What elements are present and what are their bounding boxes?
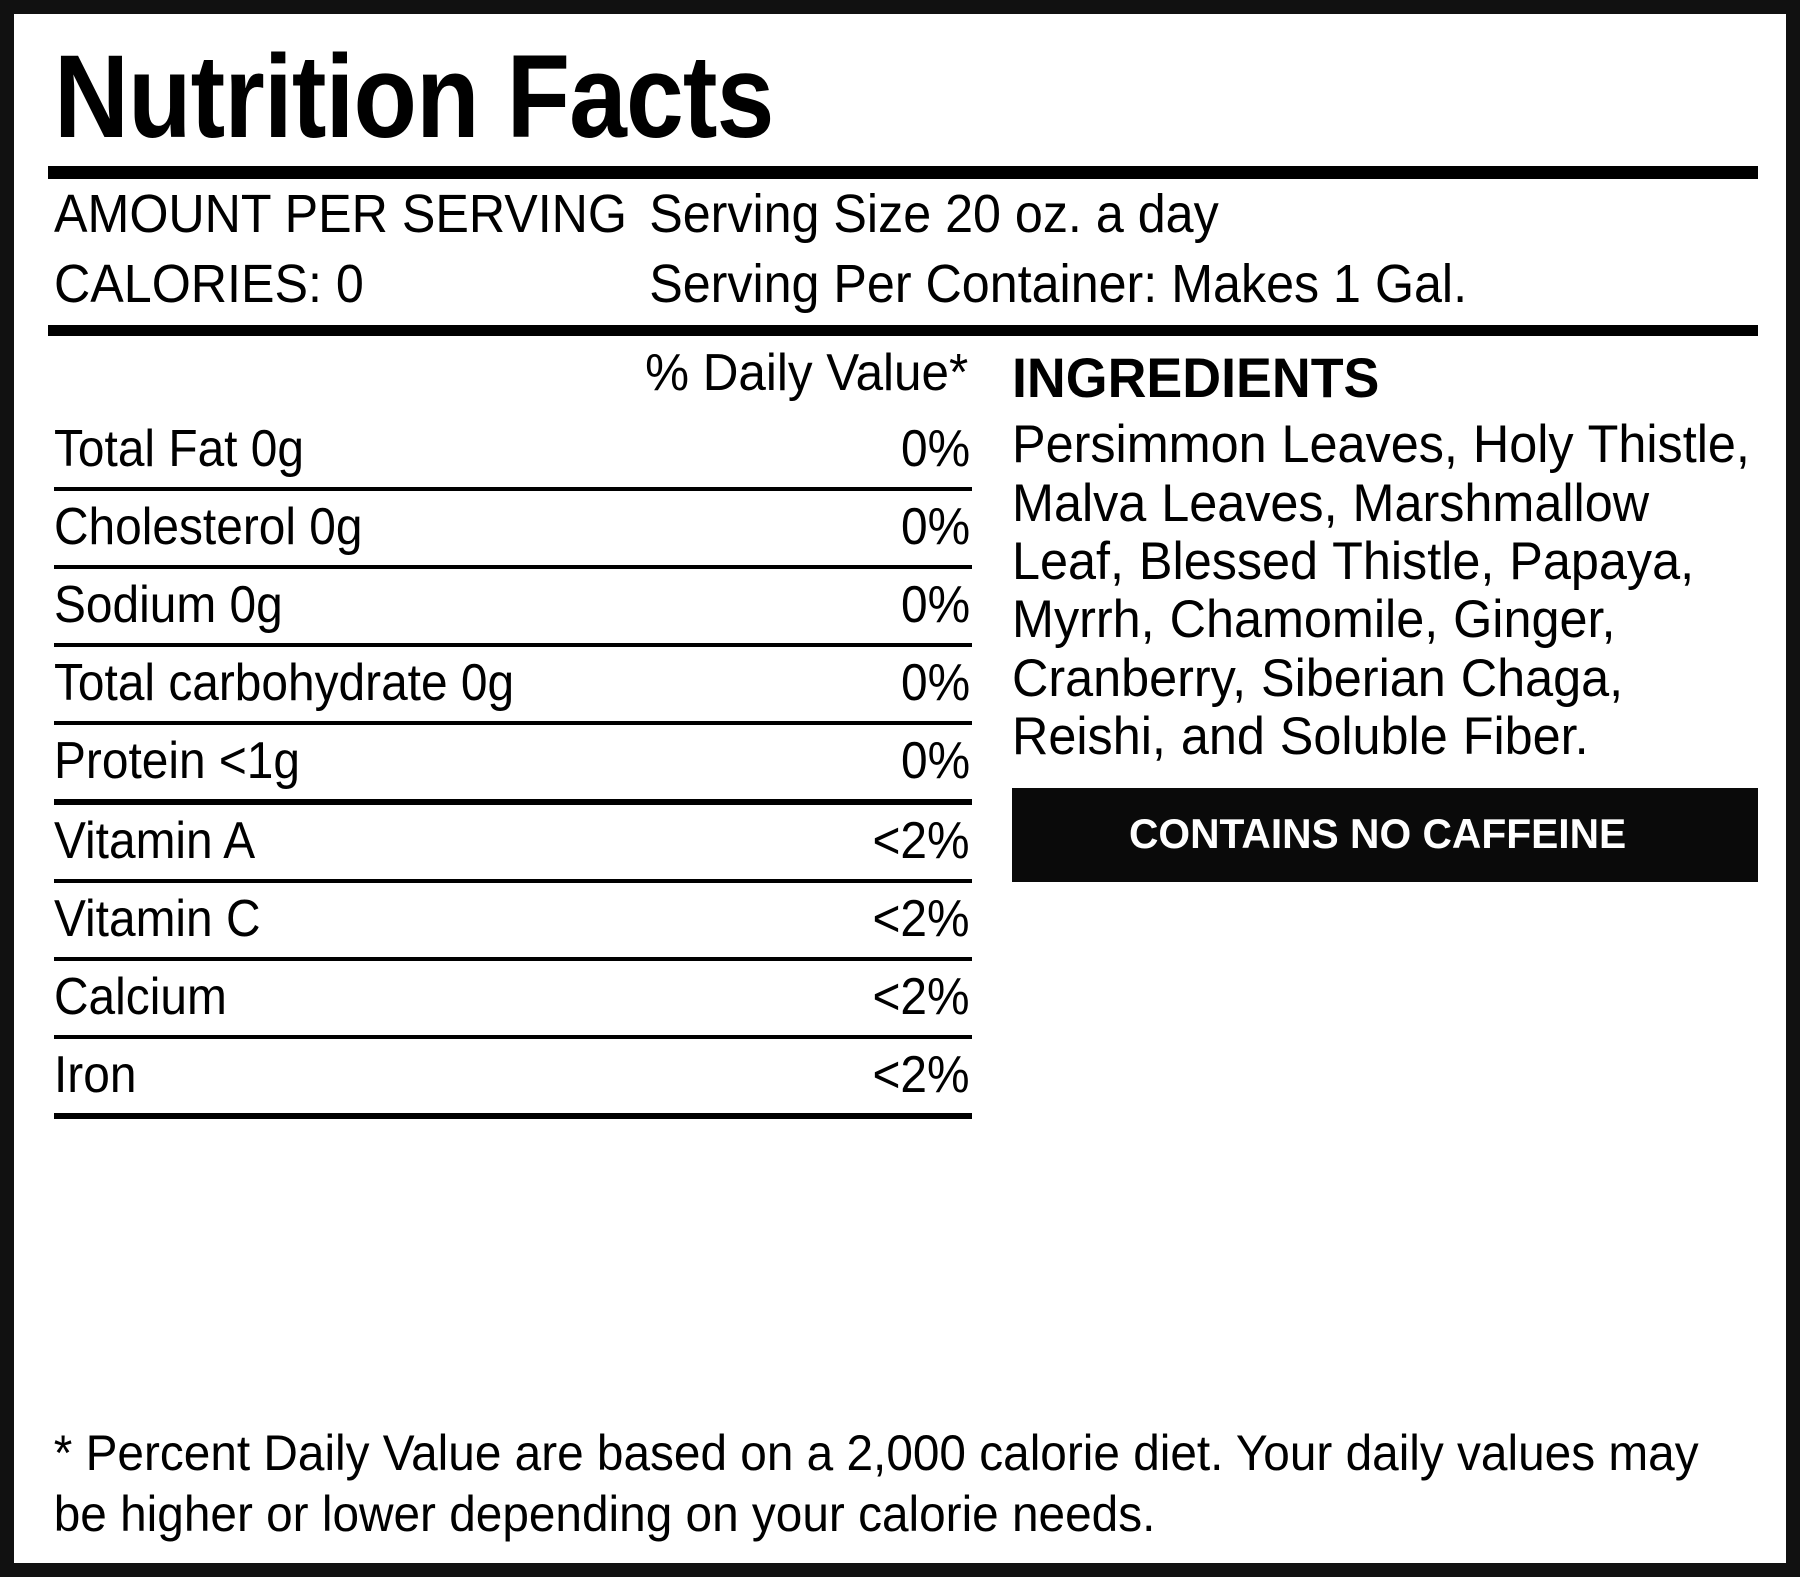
- row-divider: [54, 1034, 972, 1039]
- daily-value-header: % Daily Value*: [645, 344, 969, 403]
- table-row: Total Fat 0g 0%: [54, 413, 972, 487]
- divider-under-table: [54, 1112, 972, 1119]
- ingredients-text: Persimmon Leaves, Holy Thistle, Malva Le…: [1012, 415, 1750, 766]
- label-body: % Daily Value* Total Fat 0g 0% Cholester…: [48, 336, 1758, 1397]
- amount-per-serving-label: AMOUNT PER SERVING: [54, 184, 627, 244]
- divider-before-vitamins: [54, 798, 972, 805]
- table-row: Protein <1g 0%: [54, 725, 972, 799]
- ingredients-bottom-spacer: [1012, 882, 1758, 1397]
- caffeine-banner-text: CONTAINS NO CAFFEINE: [1128, 810, 1626, 858]
- daily-value-footnote: * Percent Daily Value are based on a 2,0…: [53, 1425, 1699, 1542]
- serving-size-label: Serving Size 20 oz. a day: [649, 184, 1219, 244]
- row-divider: [54, 956, 972, 961]
- table-row: Vitamin C <2%: [54, 883, 972, 957]
- nutrient-name: Protein <1g: [54, 731, 301, 790]
- calories-row: CALORIES: 0 Serving Per Container: Makes…: [54, 249, 1639, 319]
- divider-under-serving: [48, 325, 1758, 337]
- nutrient-name: Calcium: [54, 967, 227, 1026]
- row-divider: [54, 720, 972, 725]
- nutrient-name: Cholesterol 0g: [54, 497, 363, 556]
- nutrient-value: 0%: [900, 575, 970, 634]
- table-row: Cholesterol 0g 0%: [54, 491, 972, 565]
- nutrient-name: Sodium 0g: [54, 575, 283, 634]
- nutrient-name: Iron: [54, 1045, 137, 1104]
- ingredients-heading: INGREDIENTS: [1012, 346, 1380, 410]
- table-row: Sodium 0g 0%: [54, 569, 972, 643]
- serving-per-container-label: Serving Per Container: Makes 1 Gal.: [649, 254, 1468, 315]
- table-row: Calcium <2%: [54, 961, 972, 1035]
- nutrient-name: Total carbohydrate 0g: [54, 653, 515, 712]
- label-content: Nutrition Facts AMOUNT PER SERVING Servi…: [14, 14, 1786, 1563]
- row-divider: [54, 486, 972, 491]
- nutrient-name: Total Fat 0g: [54, 419, 304, 478]
- row-divider: [54, 878, 972, 883]
- nutrient-value: 0%: [900, 653, 970, 712]
- nutrient-value: 0%: [900, 731, 970, 790]
- nutrient-value: 0%: [900, 497, 970, 556]
- amount-per-serving-row: AMOUNT PER SERVING Serving Size 20 oz. a…: [54, 179, 1639, 249]
- serving-header: AMOUNT PER SERVING Serving Size 20 oz. a…: [48, 179, 1758, 319]
- page-title: Nutrition Facts: [54, 31, 774, 163]
- divider-under-title: [48, 166, 1758, 179]
- calories-label: CALORIES: 0: [54, 254, 364, 315]
- nutrient-name: Vitamin A: [54, 811, 256, 870]
- ingredients-panel: INGREDIENTS Persimmon Leaves, Holy Thist…: [978, 336, 1758, 1397]
- nutrient-value: <2%: [872, 1045, 970, 1104]
- row-divider: [54, 642, 972, 647]
- caffeine-banner: CONTAINS NO CAFFEINE: [1012, 788, 1758, 883]
- row-divider: [54, 564, 972, 569]
- nutrient-value: <2%: [872, 889, 970, 948]
- table-bottom-spacer: [54, 1119, 972, 1397]
- nutrient-name: Vitamin C: [54, 889, 261, 948]
- nutrient-value: <2%: [872, 811, 970, 870]
- table-row: Iron <2%: [54, 1039, 972, 1113]
- nutrient-value: 0%: [900, 419, 970, 478]
- table-row: Vitamin A <2%: [54, 805, 972, 879]
- nutrient-value: <2%: [872, 967, 970, 1026]
- nutrition-table: % Daily Value* Total Fat 0g 0% Cholester…: [48, 336, 978, 1397]
- table-row: Total carbohydrate 0g 0%: [54, 647, 972, 721]
